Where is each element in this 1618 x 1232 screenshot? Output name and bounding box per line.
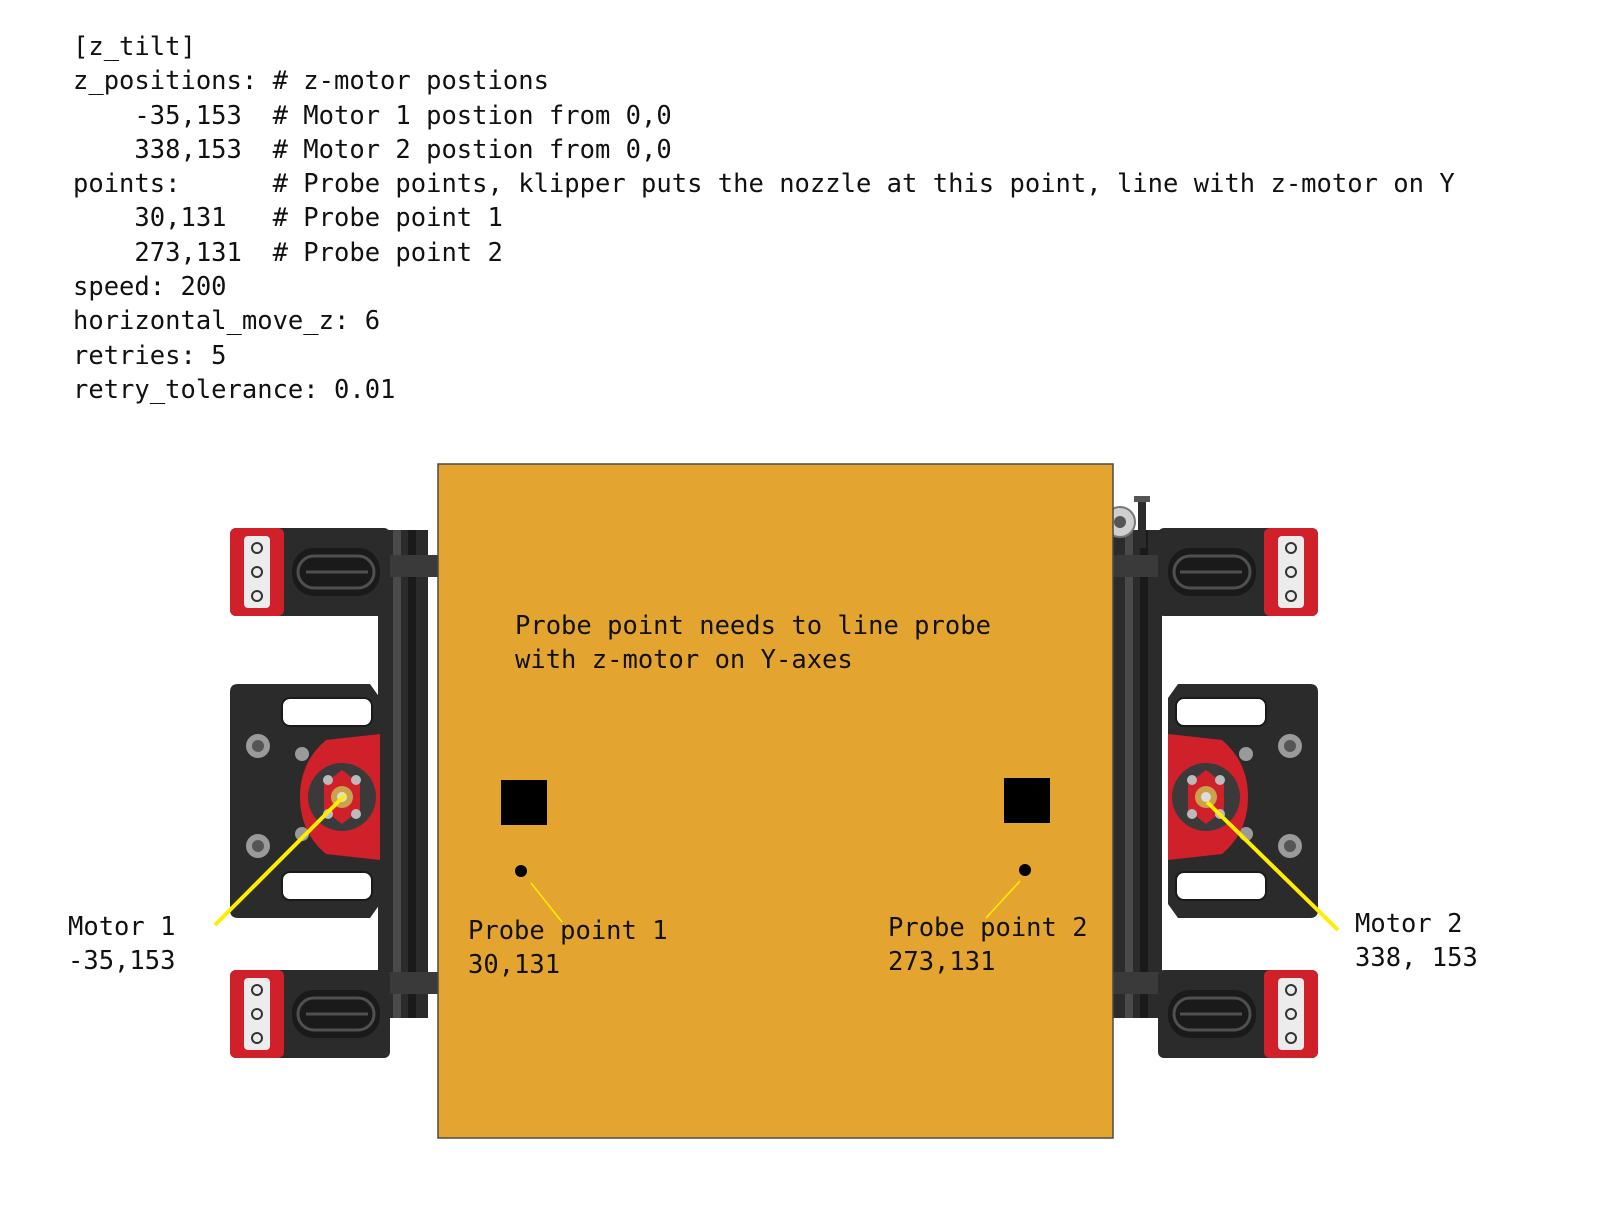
probe-2-leader-line [985, 880, 1021, 919]
probe-point-1-coords: 30,131 [468, 950, 560, 980]
probe-marker-1 [501, 780, 547, 825]
config-line: 30,131 # Probe point 1 [73, 203, 503, 234]
corner-block-bottom-right [1156, 968, 1320, 1060]
motor-2-label: Motor 2 [1355, 909, 1462, 939]
config-line: 338,153 # Motor 2 postion from 0,0 [73, 134, 672, 165]
config-line: horizontal_move_z: 6 [73, 306, 381, 337]
config-line: speed: 200 [73, 272, 227, 303]
config-line: -35,153 # Motor 1 postion from 0,0 [73, 100, 672, 131]
print-bed [437, 463, 1114, 1139]
config-line: 273,131 # Probe point 2 [73, 237, 503, 268]
config-line: retries: 5 [73, 340, 227, 371]
motor-1-leader-line [213, 793, 347, 927]
probe-point-2-label: Probe point 2 [888, 913, 1088, 943]
corner-block-top-left [228, 526, 392, 618]
corner-block-top-right [1156, 526, 1320, 618]
probe-point-2-dot [1019, 864, 1031, 876]
probe-marker-2 [1004, 778, 1050, 823]
probe-point-1-dot [515, 865, 527, 877]
motor-1-label: Motor 1 [68, 912, 175, 942]
right-frame [1100, 530, 1162, 1018]
config-line: z_positions: # z-motor postions [73, 66, 549, 97]
motor-1-coords: -35,153 [68, 946, 175, 976]
probe-point-1-label: Probe point 1 [468, 916, 668, 946]
z-tilt-config-block: [z_tilt] z_positions: # z-motor postions … [73, 30, 1455, 407]
motor-2-leader-line [1205, 800, 1340, 932]
corner-block-bottom-left [228, 968, 392, 1060]
config-line: retry_tolerance: 0.01 [73, 374, 396, 405]
bed-note-line-1: Probe point needs to line probe [515, 611, 991, 641]
config-line: [z_tilt] [73, 32, 196, 62]
motor-2-coords: 338, 153 [1355, 943, 1478, 973]
config-line: points: # Probe points, klipper puts the… [73, 169, 1455, 200]
probe-point-2-coords: 273,131 [888, 947, 995, 977]
z-motor-2-plate [1167, 683, 1319, 919]
z-motor-1-plate [229, 683, 381, 919]
probe-1-leader-line [530, 882, 563, 923]
bed-note-line-2: with z-motor on Y-axes [515, 645, 853, 675]
